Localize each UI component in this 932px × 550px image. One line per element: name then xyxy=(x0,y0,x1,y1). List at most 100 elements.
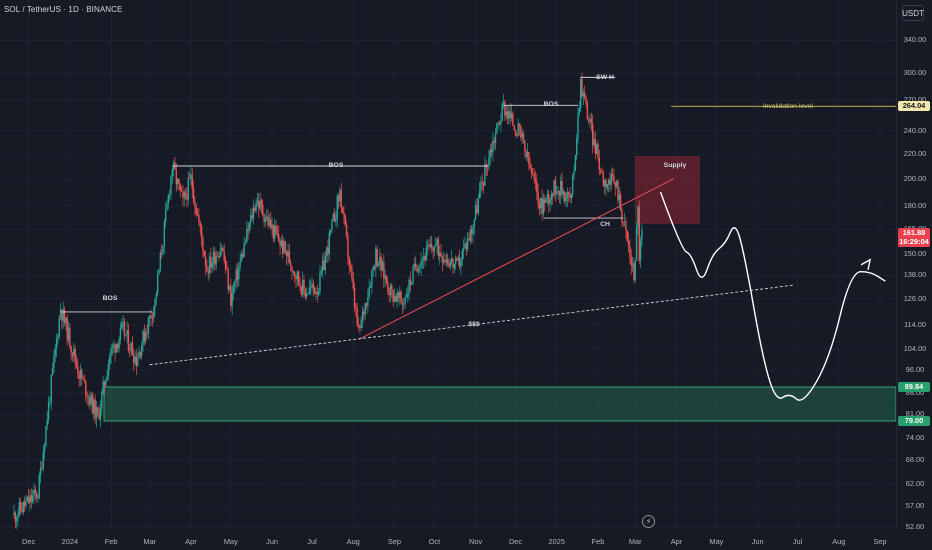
candle xyxy=(118,336,120,353)
candle xyxy=(145,328,147,345)
label-swing-high: SW H xyxy=(596,74,614,81)
candle xyxy=(626,230,628,243)
candle xyxy=(411,281,413,286)
candle xyxy=(532,167,534,176)
lightning-icon[interactable]: ⚡︎ xyxy=(642,515,655,528)
candle xyxy=(462,239,465,259)
candle xyxy=(33,482,35,504)
candle xyxy=(427,238,429,256)
candle xyxy=(509,103,511,125)
label-bos-2: BOS xyxy=(329,162,344,169)
candle xyxy=(270,212,272,230)
candle xyxy=(529,157,531,170)
candle xyxy=(333,208,336,223)
candle xyxy=(609,172,611,193)
candle xyxy=(67,321,70,344)
candle xyxy=(164,202,167,228)
candle xyxy=(633,257,635,284)
candle xyxy=(408,276,410,301)
candle xyxy=(267,209,269,229)
candle xyxy=(207,266,209,281)
candle xyxy=(58,315,60,340)
candle xyxy=(428,239,430,251)
candle xyxy=(570,193,573,204)
candle xyxy=(564,190,566,205)
candle xyxy=(148,315,151,327)
chart-grid xyxy=(0,0,896,530)
currency-button[interactable]: USDT xyxy=(902,5,924,21)
candle xyxy=(109,352,111,370)
candle xyxy=(589,113,591,129)
candle xyxy=(174,156,176,171)
candle xyxy=(220,244,223,256)
candle xyxy=(420,252,422,276)
candle xyxy=(190,167,192,186)
candle xyxy=(389,283,392,303)
candle xyxy=(500,113,502,132)
time-tick: Jun xyxy=(751,537,764,546)
candle xyxy=(562,188,565,202)
candle xyxy=(368,278,370,300)
candle xyxy=(465,241,468,257)
last-price-tag: 161.88 16:29:04 xyxy=(898,228,930,247)
candles xyxy=(13,72,643,529)
candle xyxy=(99,400,102,427)
candle xyxy=(353,282,356,313)
candle xyxy=(638,200,640,264)
candle xyxy=(442,251,445,265)
candle xyxy=(154,298,156,317)
time-tick: Nov xyxy=(469,537,483,546)
candle xyxy=(466,231,469,252)
price-axis-divider xyxy=(896,0,897,530)
candle xyxy=(244,239,247,246)
candle xyxy=(31,489,34,505)
candle xyxy=(54,344,56,363)
candle xyxy=(598,149,601,176)
candle xyxy=(355,302,357,318)
candle xyxy=(554,175,557,202)
candle xyxy=(51,362,54,376)
candle xyxy=(291,265,293,280)
candle xyxy=(639,236,642,269)
candle xyxy=(139,351,142,360)
annotations xyxy=(60,76,896,401)
candle xyxy=(470,225,473,244)
label-invalidation: invalidation level xyxy=(763,103,813,110)
candle xyxy=(184,187,187,200)
candle xyxy=(78,370,80,387)
price-tick: 81.00 xyxy=(905,409,925,419)
time-tick: 2025 xyxy=(548,537,565,546)
candle xyxy=(214,247,216,271)
candle xyxy=(489,144,491,166)
candle xyxy=(536,173,538,201)
candle xyxy=(308,278,311,295)
candle xyxy=(379,248,381,271)
candle xyxy=(359,324,361,334)
candle xyxy=(391,282,393,299)
candle xyxy=(548,189,550,213)
candle xyxy=(227,266,229,295)
candle xyxy=(130,341,132,355)
candle xyxy=(581,72,583,98)
candle xyxy=(397,291,400,303)
candle xyxy=(49,396,51,407)
time-tick: Apr xyxy=(670,537,683,546)
candle xyxy=(236,262,239,287)
candle xyxy=(367,288,369,314)
candle xyxy=(95,400,98,428)
candle xyxy=(123,317,126,341)
zone-bottom-tag: 79.00 xyxy=(898,416,930,426)
candle xyxy=(614,181,616,196)
candle xyxy=(105,377,107,387)
candle xyxy=(158,268,160,275)
candle xyxy=(477,193,479,216)
candle xyxy=(317,288,320,298)
candle xyxy=(182,184,184,207)
candle xyxy=(522,130,525,144)
candle xyxy=(561,172,563,199)
candle xyxy=(69,323,71,350)
candle xyxy=(381,259,384,272)
time-tick: Aug xyxy=(346,537,360,546)
candle xyxy=(250,208,252,229)
